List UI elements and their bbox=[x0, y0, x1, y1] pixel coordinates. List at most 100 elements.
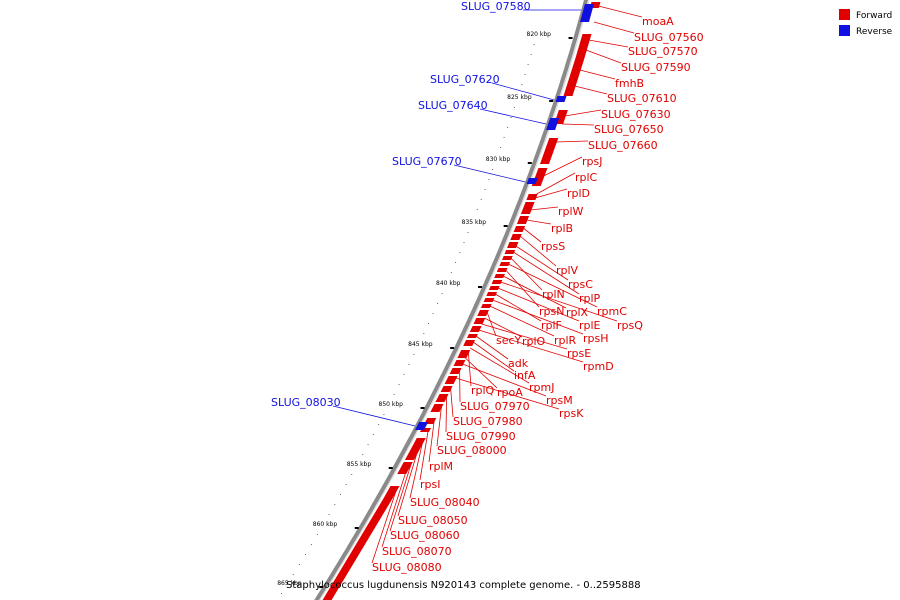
forward-gene-label[interactable]: rplV bbox=[556, 264, 579, 277]
forward-gene-label[interactable]: SLUG_07650 bbox=[594, 123, 664, 136]
tick-label: 830 kbp bbox=[486, 156, 511, 163]
forward-leader-line bbox=[486, 311, 497, 337]
minor-tick bbox=[500, 147, 502, 148]
reverse-gene-label[interactable]: SLUG_07670 bbox=[392, 155, 462, 168]
forward-gene-label[interactable]: SLUG_07970 bbox=[460, 400, 530, 413]
forward-gene-label[interactable]: rplE bbox=[579, 319, 601, 332]
forward-gene-label[interactable]: rplB bbox=[551, 222, 573, 235]
forward-gene-label[interactable]: rpoA bbox=[497, 386, 523, 399]
minor-tick bbox=[408, 364, 410, 365]
forward-leader-line bbox=[497, 287, 580, 322]
reverse-gene-label[interactable]: SLUG_07640 bbox=[418, 99, 488, 112]
forward-gene-label[interactable]: rpsJ bbox=[582, 155, 602, 168]
forward-gene-label[interactable]: moaA bbox=[642, 15, 674, 28]
forward-gene-label[interactable]: SLUG_08070 bbox=[382, 545, 452, 558]
minor-tick bbox=[362, 454, 364, 455]
forward-gene-label[interactable]: SLUG_07570 bbox=[628, 45, 698, 58]
forward-leader-line bbox=[579, 69, 616, 80]
forward-gene-block bbox=[507, 242, 519, 248]
tick-label: 865 kbp bbox=[277, 580, 302, 587]
reverse-gene-label[interactable]: SLUG_08030 bbox=[271, 396, 341, 409]
minor-tick bbox=[455, 262, 457, 263]
forward-leader-line bbox=[428, 419, 435, 463]
forward-leader-line bbox=[472, 341, 515, 372]
legend-forward-swatch bbox=[839, 9, 850, 20]
forward-gene-label[interactable]: adk bbox=[508, 357, 529, 370]
tick-label: 860 kbp bbox=[313, 521, 338, 528]
minor-tick bbox=[450, 272, 452, 273]
forward-gene-label[interactable]: rplM bbox=[429, 460, 453, 473]
forward-leader-line bbox=[478, 329, 584, 363]
forward-gene-block bbox=[499, 262, 511, 266]
forward-leader-line bbox=[588, 39, 629, 48]
forward-gene-label[interactable]: rplP bbox=[579, 292, 601, 305]
reverse-leader-line bbox=[332, 405, 416, 427]
forward-leader-line bbox=[564, 109, 602, 117]
forward-gene-label[interactable]: rplN bbox=[542, 288, 565, 301]
forward-gene-label[interactable]: rpsI bbox=[420, 478, 440, 491]
forward-gene-label[interactable]: rpsE bbox=[567, 347, 591, 360]
forward-gene-block bbox=[409, 438, 426, 452]
forward-gene-label[interactable]: infA bbox=[514, 369, 536, 382]
forward-leader-line bbox=[508, 263, 598, 308]
forward-gene-block bbox=[496, 268, 508, 272]
forward-gene-label[interactable]: rpmJ bbox=[529, 381, 554, 394]
forward-gene-label[interactable]: rpsS bbox=[541, 240, 565, 253]
forward-gene-label[interactable]: SLUG_08080 bbox=[372, 561, 442, 574]
forward-gene-label[interactable]: SLUG_07990 bbox=[446, 430, 516, 443]
forward-gene-label[interactable]: rpmD bbox=[583, 360, 614, 373]
forward-gene-label[interactable]: rpsH bbox=[583, 332, 609, 345]
forward-gene-label[interactable]: rplC bbox=[575, 171, 598, 184]
reverse-leader-line bbox=[491, 82, 555, 101]
minor-tick bbox=[305, 554, 306, 555]
forward-gene-label[interactable]: rplD bbox=[567, 187, 590, 200]
forward-leader-line bbox=[489, 305, 555, 337]
tick-label: 820 kbp bbox=[527, 31, 552, 38]
reverse-gene-block bbox=[526, 178, 538, 184]
minor-tick bbox=[510, 117, 512, 118]
minor-tick bbox=[281, 593, 282, 594]
reverse-gene-block bbox=[580, 4, 594, 22]
forward-leader-line bbox=[502, 275, 567, 309]
forward-gene-label[interactable]: SLUG_07560 bbox=[634, 31, 704, 44]
forward-gene-label[interactable]: rpsM bbox=[546, 394, 573, 407]
forward-gene-label[interactable]: rplR bbox=[554, 334, 577, 347]
forward-gene-label[interactable]: rpsC bbox=[568, 278, 593, 291]
forward-gene-label[interactable]: secY bbox=[496, 334, 522, 347]
forward-leader-line bbox=[515, 245, 569, 281]
forward-gene-label[interactable]: SLUG_07980 bbox=[453, 415, 523, 428]
forward-gene-label[interactable]: SLUG_07660 bbox=[588, 139, 658, 152]
forward-gene-block bbox=[526, 194, 538, 200]
reverse-gene-label[interactable]: SLUG_07580 bbox=[461, 0, 531, 13]
forward-gene-label[interactable]: rplQ bbox=[471, 384, 495, 397]
forward-gene-label[interactable]: rpmC bbox=[597, 305, 627, 318]
legend: Forward Reverse bbox=[839, 9, 893, 37]
forward-gene-label[interactable]: fmhB bbox=[615, 77, 644, 90]
forward-gene-label[interactable]: SLUG_07610 bbox=[607, 92, 677, 105]
forward-gene-label[interactable]: rplX bbox=[566, 306, 589, 319]
reverse-gene-label[interactable]: SLUG_07620 bbox=[430, 73, 500, 86]
forward-gene-block bbox=[491, 280, 503, 284]
forward-leader-line bbox=[481, 323, 568, 350]
tick-label: 850 kbp bbox=[379, 401, 404, 408]
forward-gene-label[interactable]: rplF bbox=[541, 319, 562, 332]
forward-leader-line bbox=[445, 395, 447, 433]
forward-gene-label[interactable]: rpsN bbox=[539, 305, 564, 318]
forward-leader-line bbox=[574, 85, 608, 95]
forward-leader-line bbox=[492, 299, 584, 335]
forward-gene-label[interactable]: SLUG_08060 bbox=[390, 529, 460, 542]
forward-gene-label[interactable]: SLUG_08000 bbox=[437, 444, 507, 457]
forward-gene-label[interactable]: rpsQ bbox=[617, 319, 643, 332]
forward-gene-label[interactable]: rpsK bbox=[559, 407, 584, 420]
forward-gene-label[interactable]: SLUG_07590 bbox=[621, 61, 691, 74]
forward-gene-block bbox=[504, 250, 516, 254]
forward-leader-line bbox=[562, 123, 595, 126]
minor-tick bbox=[441, 293, 443, 294]
forward-gene-label[interactable]: rplO bbox=[522, 335, 546, 348]
forward-gene-label[interactable]: SLUG_08050 bbox=[398, 514, 468, 527]
forward-gene-label[interactable]: SLUG_07630 bbox=[601, 108, 671, 121]
forward-leader-line bbox=[555, 140, 589, 143]
reverse-gene-block bbox=[415, 422, 429, 430]
forward-gene-label[interactable]: rplW bbox=[558, 205, 584, 218]
forward-gene-label[interactable]: SLUG_08040 bbox=[410, 496, 480, 509]
